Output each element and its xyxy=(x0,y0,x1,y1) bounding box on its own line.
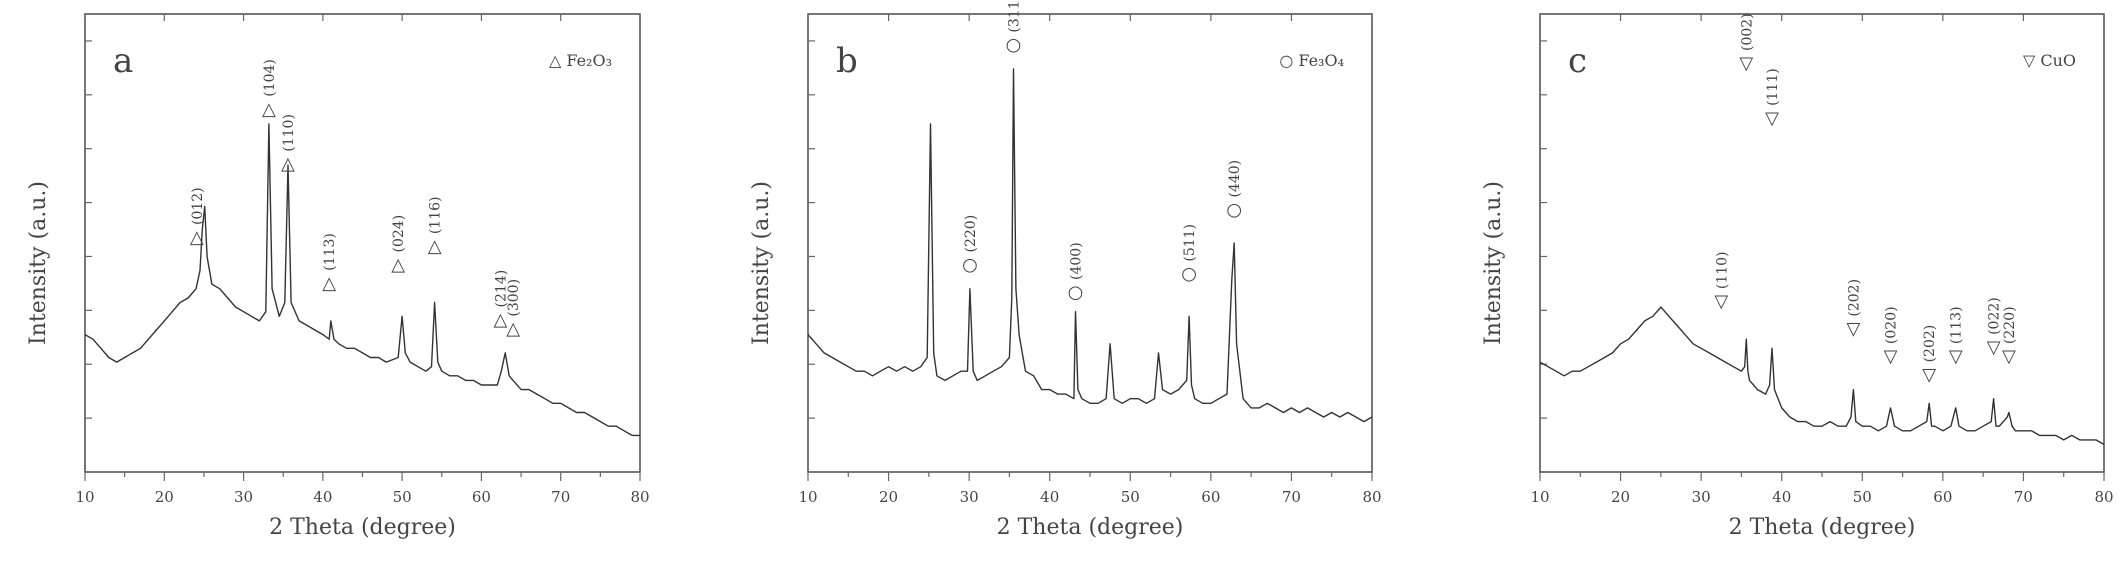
diffraction-pattern-line xyxy=(807,68,1373,423)
x-tick-label: 70 xyxy=(1282,488,1301,506)
peak-label: (113) xyxy=(322,233,338,271)
x-tick-label: 60 xyxy=(472,488,491,506)
peak-marker: ▽ xyxy=(1949,346,1963,367)
peak-label: (214) xyxy=(493,270,509,308)
legend-entry: △ Fe₂O₃ xyxy=(549,51,612,70)
x-tick-label: 30 xyxy=(234,488,253,506)
x-tick-label: 20 xyxy=(1611,488,1630,506)
x-tick-label: 20 xyxy=(879,488,898,506)
plot-frame xyxy=(1539,13,2105,473)
peak-label: (116) xyxy=(428,197,444,235)
peak-label: (022) xyxy=(1987,297,2003,335)
peak-label: (111) xyxy=(1765,68,1781,106)
peak-marker: △ xyxy=(494,309,508,330)
peak-marker: △ xyxy=(262,99,276,120)
diffraction-pattern-line xyxy=(1539,306,2105,446)
x-tick-label: 10 xyxy=(1530,488,1549,506)
peak-marker: △ xyxy=(506,319,520,340)
panel-letter: c xyxy=(1568,41,1587,81)
panel-b: 10 20 30 40 50 60 70 80 2 Theta (degree) Intensit… xyxy=(749,0,1382,540)
legend-entry: ▽ CuO xyxy=(2023,51,2076,70)
x-tick-label: 50 xyxy=(1853,488,1872,506)
peak-marker: ○ xyxy=(1006,35,1022,56)
peak-label: (300) xyxy=(506,279,522,317)
x-tick-label: 40 xyxy=(313,488,332,506)
y-axis-label: Intensity (a.u.) xyxy=(26,181,51,345)
peak-label: (024) xyxy=(391,215,407,253)
diffraction-pattern-line xyxy=(84,123,640,437)
peak-label: (220) xyxy=(963,215,979,253)
peak-label: (104) xyxy=(262,59,278,97)
peak-marker: ○ xyxy=(1181,264,1197,285)
x-tick-label: 80 xyxy=(630,488,649,506)
peak-label: (202) xyxy=(1846,279,1862,317)
x-tick-label: 30 xyxy=(1692,488,1711,506)
x-tick-label: 40 xyxy=(1772,488,1791,506)
y-axis-label: Intensity (a.u.) xyxy=(1481,181,1506,345)
x-tick-label: 70 xyxy=(2014,488,2033,506)
peak-marker: △ xyxy=(190,227,204,248)
peak-marker: △ xyxy=(281,154,295,175)
panel-c: 10 20 30 40 50 60 70 80 2 Theta (degree) Intensit… xyxy=(1481,13,2114,540)
peak-label: (202) xyxy=(1922,325,1938,363)
x-axis-label: 2 Theta (degree) xyxy=(997,515,1184,540)
x-tick-label: 10 xyxy=(798,488,817,506)
peak-marker: ▽ xyxy=(1987,337,2001,358)
panel-letter: a xyxy=(113,41,133,81)
peak-label: (311) xyxy=(1006,0,1022,33)
peak-marker: ▽ xyxy=(1884,346,1898,367)
peak-label: (440) xyxy=(1227,160,1243,198)
peak-marker: ▽ xyxy=(2002,346,2016,367)
peak-marker: ○ xyxy=(962,254,978,275)
x-tick-label: 40 xyxy=(1040,488,1059,506)
peak-marker: △ xyxy=(322,273,336,294)
peak-label: (400) xyxy=(1068,242,1084,280)
peak-label: (113) xyxy=(1949,306,1965,344)
x-tick-label: 50 xyxy=(1121,488,1140,506)
x-tick-label: 60 xyxy=(1201,488,1220,506)
x-tick-label: 80 xyxy=(2094,488,2113,506)
peak-label: (012) xyxy=(190,187,206,225)
panel-a: 10 20 30 40 50 60 70 80 2 Theta (degree) Intensit… xyxy=(26,13,650,540)
peak-label: (020) xyxy=(1883,306,1899,344)
peak-marker: △ xyxy=(428,236,442,257)
peak-marker: ▽ xyxy=(1714,291,1728,312)
peak-marker: △ xyxy=(391,254,405,275)
x-tick-label: 60 xyxy=(1933,488,1952,506)
panel-letter: b xyxy=(836,41,858,81)
x-tick-label: 20 xyxy=(155,488,174,506)
x-tick-label: 30 xyxy=(960,488,979,506)
peak-label: (511) xyxy=(1182,224,1198,262)
peak-label: (110) xyxy=(1714,251,1730,289)
x-axis-label: 2 Theta (degree) xyxy=(269,515,456,540)
peak-label: (002) xyxy=(1739,13,1755,51)
x-tick-label: 80 xyxy=(1362,488,1381,506)
peak-marker: ○ xyxy=(1226,200,1242,221)
peak-marker: ▽ xyxy=(1847,319,1861,340)
peak-marker: ▽ xyxy=(1922,364,1936,385)
x-tick-label: 70 xyxy=(551,488,570,506)
peak-marker: ▽ xyxy=(1739,53,1753,74)
peak-marker: ○ xyxy=(1068,282,1084,303)
peak-label: (110) xyxy=(281,114,297,152)
legend-entry: ○ Fe₃O₄ xyxy=(1279,51,1344,70)
x-axis-label: 2 Theta (degree) xyxy=(1729,515,1916,540)
x-tick-label: 50 xyxy=(393,488,412,506)
peak-marker: ▽ xyxy=(1765,108,1779,129)
x-tick-label: 10 xyxy=(75,488,94,506)
y-axis-label: Intensity (a.u.) xyxy=(749,181,774,345)
peak-label: (220) xyxy=(2002,306,2018,344)
